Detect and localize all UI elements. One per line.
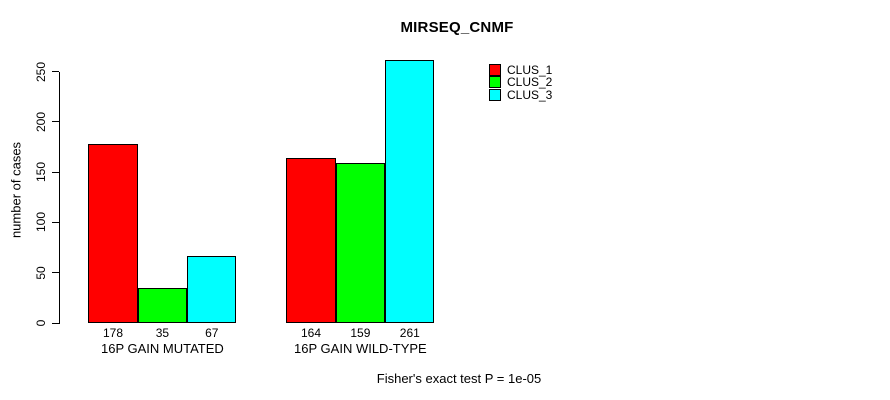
bar-clus_3-2: [385, 60, 435, 323]
legend-item-clus_1: CLUS_1: [489, 62, 553, 77]
y-tick-label: 200: [34, 111, 48, 132]
y-tick-label: 150: [34, 162, 48, 183]
y-tick: [52, 121, 59, 123]
bar-value-label: 35: [155, 326, 170, 340]
bar-value-label: 164: [300, 326, 321, 340]
legend-swatch-clus_1: [489, 63, 501, 76]
bar-clus_2-2: [335, 163, 386, 323]
y-tick-label: 250: [34, 61, 48, 82]
y-tick: [52, 272, 59, 274]
y-tick: [52, 171, 59, 173]
chart-title: MIRSEQ_CNMF: [400, 19, 514, 36]
legend-item-clus_3: CLUS_3: [489, 87, 553, 102]
bar-clus_1-1: [88, 143, 138, 323]
bar-clus_3-1: [187, 255, 237, 323]
group-label: 16P GAIN WILD-TYPE: [294, 341, 427, 356]
legend-item-clus_2: CLUS_2: [489, 75, 553, 90]
bar-value-label: 159: [350, 326, 371, 340]
legend-swatch-clus_3: [489, 88, 501, 101]
legend-swatch-clus_2: [489, 76, 501, 89]
y-tick-label: 100: [34, 212, 48, 233]
y-axis-line: [59, 71, 60, 324]
y-tick: [52, 221, 59, 223]
group-label: 16P GAIN MUTATED: [100, 341, 224, 356]
bar-clus_1-2: [286, 158, 336, 323]
bar-value-label: 261: [399, 326, 420, 340]
y-tick-label: 0: [34, 319, 48, 327]
y-tick-label: 50: [34, 266, 48, 280]
y-tick: [52, 322, 59, 324]
y-axis-label: number of cases: [8, 141, 24, 239]
legend-label: CLUS_3: [507, 87, 553, 102]
bar-value-label: 178: [102, 326, 123, 340]
y-tick: [52, 71, 59, 72]
legend-label: CLUS_1: [507, 62, 553, 77]
statistical-test-annotation: Fisher's exact test P = 1e-05: [376, 371, 542, 386]
bar-value-label: 67: [205, 326, 219, 340]
legend-label: CLUS_2: [507, 75, 553, 90]
bar-clus_2-1: [137, 287, 188, 323]
